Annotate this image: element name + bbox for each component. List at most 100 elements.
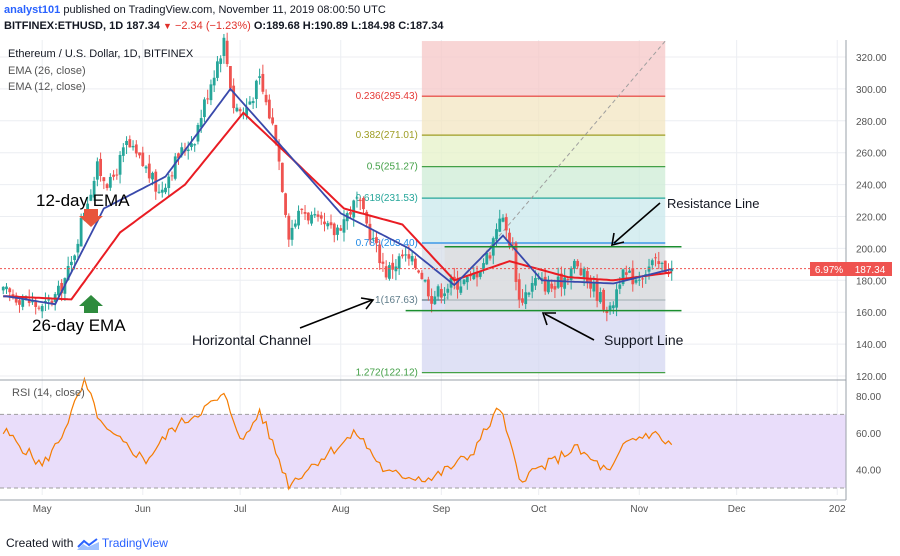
candle-body (66, 266, 70, 280)
candle-body (485, 252, 489, 265)
candle-body (319, 215, 323, 219)
annotation-resistance-line: Resistance Line (667, 196, 760, 211)
candle-body (404, 254, 408, 256)
candle-body (229, 66, 232, 89)
fibonacci-retracement: 0.236(295.43) 0.382(271.01) 0.5(251.27) 0.6… (356, 40, 666, 379)
candle-body (527, 292, 531, 295)
footer: Created with TradingView (6, 536, 168, 550)
ohlc-open: O:189.68 (253, 20, 300, 32)
candle-body (21, 299, 25, 307)
candle-body (547, 281, 550, 293)
author-name[interactable]: analyst101 (4, 4, 61, 16)
price-change: −2.34 (−1.23%) (174, 20, 251, 32)
last-price-tag (848, 262, 892, 276)
candle-body (76, 243, 80, 253)
candle-body (60, 282, 64, 294)
candle-body (5, 286, 8, 290)
candle-body (472, 273, 476, 280)
candle-body (631, 268, 635, 285)
candle-body (264, 94, 268, 103)
annotation-26-day-ema: 26-day EMA (32, 316, 126, 335)
candle-body (641, 278, 644, 280)
rsi-line (2, 376, 673, 491)
candle-body (355, 197, 359, 199)
candle-body (637, 279, 641, 281)
candle-body (621, 269, 625, 285)
price-tick-label: 280.00 (856, 117, 887, 128)
time-tick-label: Oct (531, 504, 547, 515)
time-tick-label: 202 (829, 504, 846, 515)
candle-body (177, 153, 180, 159)
candle-body (190, 143, 193, 147)
candle-body (413, 258, 417, 269)
candle-body (216, 61, 219, 78)
publish-header: analyst101 published on TradingView.com,… (4, 4, 386, 16)
candle-body (297, 210, 300, 226)
time-tick-label: Sep (432, 504, 450, 515)
candle-body (138, 152, 141, 156)
candle-body (433, 296, 437, 305)
candle-body (524, 292, 528, 305)
candle-body (495, 229, 498, 240)
candle-body (504, 217, 508, 231)
created-with-label: Created with (6, 536, 74, 550)
candle-body (508, 232, 511, 246)
candle-body (40, 305, 44, 312)
fib-band (421, 198, 666, 243)
symbol-header: BITFINEX:ETHUSD, 1D 187.34 ▼ −2.34 (−1.2… (4, 20, 443, 32)
down-arrow-marker (79, 209, 103, 227)
candle-body (521, 298, 524, 303)
fib-band (421, 166, 666, 199)
candle-body (420, 272, 424, 280)
candle-body (147, 163, 151, 179)
candle-body (332, 223, 336, 236)
candle-body (407, 254, 411, 259)
support-arrowhead (541, 312, 556, 326)
candle-body (342, 219, 346, 233)
candle-body (349, 211, 352, 215)
candle-body (663, 260, 667, 273)
candle-body (251, 101, 255, 104)
candle-body (186, 149, 190, 152)
last-price: 187.34 (126, 20, 160, 32)
candle-body (160, 189, 164, 193)
candle-body (209, 84, 213, 101)
resistance-arrowhead (611, 232, 625, 247)
price-tick-label: 300.00 (856, 85, 887, 96)
candle-body (112, 174, 115, 177)
candle-body (423, 279, 427, 282)
ohlc-close: C:187.34 (398, 20, 444, 32)
ohlc-high: H:190.89 (302, 20, 349, 32)
ema-markers (79, 209, 103, 313)
candle-body (271, 117, 274, 124)
candle-body (306, 212, 310, 221)
annotation-horizontal-channel: Horizontal Channel (192, 332, 311, 348)
candle-body (384, 266, 388, 278)
candle-body (556, 276, 560, 288)
candle-body (73, 255, 77, 261)
candle-body (628, 270, 631, 273)
candle-body (225, 40, 229, 65)
candle-body (375, 237, 378, 244)
rsi-tick-label: 40.00 (856, 466, 881, 477)
candle-body (650, 260, 654, 266)
fib-level-label: 0.382(271.01) (356, 130, 418, 141)
candle-body (615, 289, 618, 308)
candle-body (180, 147, 184, 156)
candle-body (108, 176, 112, 188)
candle-body (563, 277, 567, 289)
candle-body (27, 299, 31, 303)
channel-lines (0, 246, 846, 312)
candle-body (238, 109, 242, 112)
fib-band (421, 41, 666, 97)
candle-body (50, 300, 54, 304)
ohlc-low: L:184.98 (351, 20, 396, 32)
price-tick-label: 260.00 (856, 149, 887, 160)
candle-body (235, 107, 239, 112)
fib-level-label: 0.786(203.40) (356, 238, 418, 249)
candle-body (277, 143, 281, 162)
candle-body (378, 244, 382, 264)
fib-band (421, 96, 666, 136)
tradingview-brand[interactable]: TradingView (101, 536, 168, 550)
